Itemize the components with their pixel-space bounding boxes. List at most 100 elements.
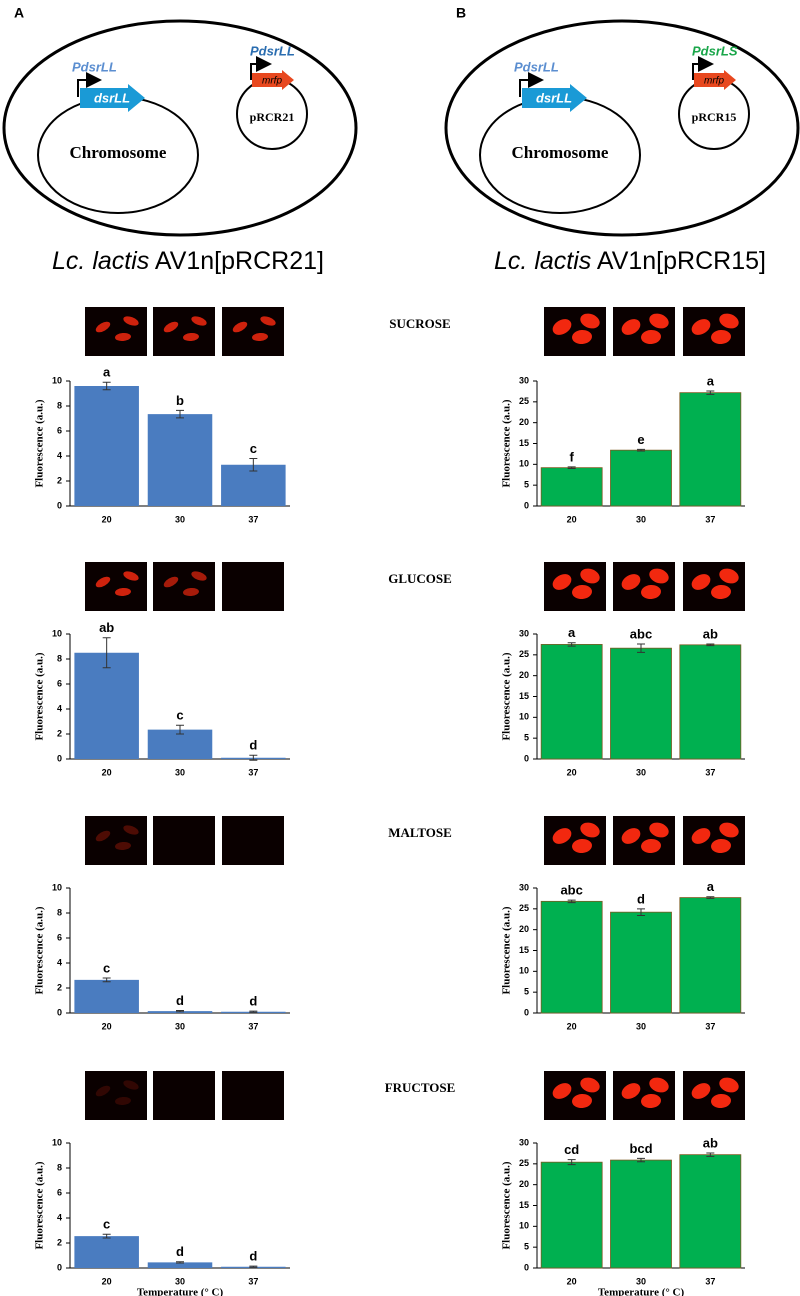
error-bar <box>102 381 111 391</box>
cell-image <box>115 587 131 597</box>
y-tick-label: 2 <box>57 982 62 992</box>
y-tick-label: 20 <box>519 1179 529 1189</box>
chromosome-promoter: PdsrLL <box>72 59 117 74</box>
bar <box>74 386 139 506</box>
significance-label: c <box>250 441 257 456</box>
significance-label: c <box>103 1217 110 1232</box>
y-tick-label: 10 <box>52 375 62 385</box>
y-tick-label: 4 <box>57 450 62 460</box>
significance-label: ab <box>703 1135 718 1150</box>
bar <box>610 647 672 760</box>
y-tick-label: 20 <box>519 924 529 934</box>
error-bar <box>176 1010 184 1013</box>
micrograph <box>153 562 215 611</box>
promoter-arrow <box>77 72 102 97</box>
y-tick-label: 25 <box>519 396 529 406</box>
cell-image <box>649 822 669 838</box>
cell-image <box>580 822 600 838</box>
x-tick-label: 20 <box>102 767 112 777</box>
cell-image <box>649 313 669 329</box>
error-bar <box>637 643 645 653</box>
error-bar <box>102 977 111 983</box>
y-tick-label: 6 <box>57 425 62 435</box>
cell-image <box>552 574 572 590</box>
significance-label: b <box>176 393 184 408</box>
error-bar <box>249 1265 258 1268</box>
cell-image <box>123 825 139 835</box>
y-tick-label: 6 <box>57 932 62 942</box>
y-tick-label: 20 <box>519 417 529 427</box>
cell-image <box>580 568 600 584</box>
significance-label: a <box>568 625 576 640</box>
x-axis-label: Temperature (° C) <box>137 1287 224 1296</box>
chromosome-label: Chromosome <box>70 143 167 162</box>
cell-image <box>711 584 731 600</box>
bar <box>679 392 742 507</box>
cell-image <box>621 319 641 335</box>
y-tick-label: 10 <box>52 1137 62 1147</box>
x-tick-label: 20 <box>567 1021 577 1031</box>
micrograph <box>222 562 284 611</box>
y-tick-label: 25 <box>519 903 529 913</box>
y-tick-label: 25 <box>519 1158 529 1168</box>
cell-image <box>183 332 199 342</box>
strain-label: Lc. lactis AV1n[pRCR21] <box>52 247 324 275</box>
error-bar <box>567 1159 576 1166</box>
sugar-label: MALTOSE <box>388 825 452 840</box>
cell-image <box>191 316 207 326</box>
y-tick-label: 0 <box>524 753 529 763</box>
reporter-arrow <box>252 70 294 90</box>
species: Lc. lactis <box>52 247 149 275</box>
x-tick-label: 20 <box>102 1021 112 1031</box>
error-bar <box>176 1261 184 1264</box>
reporter-arrow <box>694 70 736 90</box>
plasmid-promoter: PdsrLL <box>250 43 295 58</box>
bar <box>74 979 139 1013</box>
panel-label: A <box>14 5 24 21</box>
y-tick-label: 0 <box>57 1007 62 1017</box>
cell-image <box>183 587 199 597</box>
y-tick-label: 0 <box>57 753 62 763</box>
y-axis-label: Fluorescence (a.u.) <box>34 652 46 740</box>
error-bar <box>567 642 576 647</box>
cell-image <box>719 822 739 838</box>
micrograph <box>153 307 215 356</box>
bar <box>679 897 742 1014</box>
y-tick-label: 8 <box>57 1162 62 1172</box>
error-bar <box>102 1233 111 1239</box>
species: Lc. lactis <box>494 247 591 275</box>
cell-image <box>552 319 572 335</box>
y-tick-label: 4 <box>57 957 62 967</box>
y-tick-label: 5 <box>524 480 529 490</box>
cell-image <box>719 1077 739 1093</box>
x-tick-label: 37 <box>248 1276 258 1286</box>
bar <box>74 1236 139 1268</box>
y-tick-label: 10 <box>52 882 62 892</box>
reporter-label: mrfp <box>262 76 282 87</box>
cell-image <box>123 571 139 581</box>
cell-image <box>711 1093 731 1109</box>
x-tick-label: 37 <box>248 514 258 524</box>
x-tick-label: 37 <box>705 1021 715 1031</box>
cell-image <box>580 1077 600 1093</box>
significance-label: d <box>249 1249 257 1264</box>
y-tick-label: 2 <box>57 1237 62 1247</box>
y-tick-label: 10 <box>519 459 529 469</box>
cell-image <box>691 1083 711 1099</box>
significance-label: cd <box>564 1142 579 1157</box>
significance-label: d <box>249 738 257 753</box>
micrograph <box>153 816 215 865</box>
cell-image <box>649 1077 669 1093</box>
bar <box>147 729 213 759</box>
sugar-label: GLUCOSE <box>388 571 452 586</box>
cell-image <box>191 571 207 581</box>
y-tick-label: 8 <box>57 400 62 410</box>
error-bar <box>637 1157 645 1163</box>
x-tick-label: 20 <box>102 1276 112 1286</box>
significance-label: e <box>637 432 644 447</box>
gene-label: dsrLL <box>94 90 130 105</box>
cell-image <box>691 574 711 590</box>
y-tick-label: 20 <box>519 670 529 680</box>
bar <box>540 644 603 760</box>
significance-label: a <box>707 879 715 894</box>
